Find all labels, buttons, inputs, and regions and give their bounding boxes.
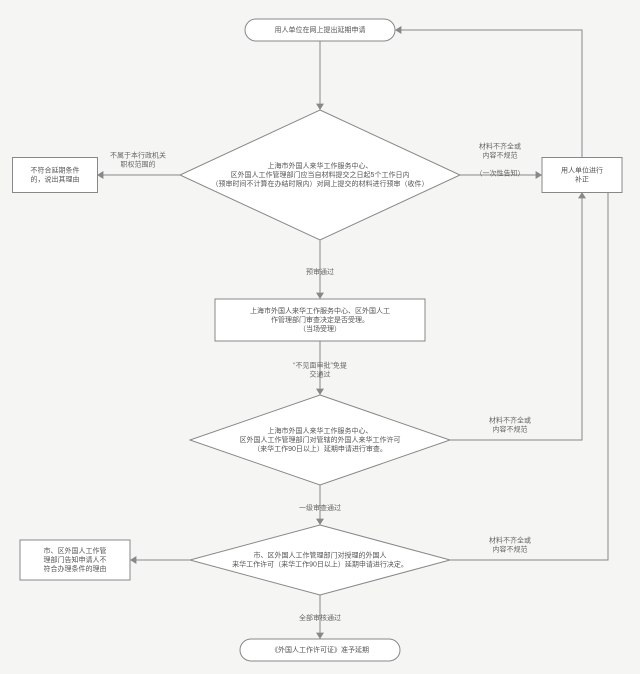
node-text: 补正	[575, 174, 589, 183]
node-text: 用人单位在网上提出延期申请	[275, 25, 366, 34]
node-text: 上海市外国人来华工作服务中心、	[268, 426, 373, 435]
node-reject2: 市、区外国人工作管理部门告知申请人不符合办理条件的理由	[20, 540, 130, 580]
edge-label: 内容不规范	[493, 544, 528, 553]
node-text: 理部门告知申请人不	[44, 555, 107, 564]
node-text: 市、区外国人工作管理部门对授理的外国人	[254, 550, 387, 559]
edge-8	[130, 556, 190, 564]
edge-label: 全部审核通过	[299, 613, 341, 622]
edge-label: 预审通过	[306, 267, 334, 276]
node-reject1: 不符合延期条件的，说出其理由	[13, 158, 98, 193]
edge-0	[316, 41, 324, 110]
node-proc1: 上海市外国人来华工作服务中心、区外国人工作管理部门审查决定是否受理。（当场受理）	[215, 299, 425, 341]
edge-9: 材料不齐全或内容不规范	[450, 171, 622, 560]
node-text: 用人单位进行	[561, 165, 603, 174]
edge-label: “不见面审批”免提	[293, 360, 347, 369]
edge-label: 材料不齐全或	[479, 141, 521, 150]
edge-7: 一级审查通过	[299, 485, 341, 525]
flowchart-canvas: 不属于本行政机关职权范围的材料不齐全或内容不规范（一次性告知）预审通过“不见面审…	[0, 0, 640, 674]
edge-label: 交通过	[310, 369, 331, 378]
node-supp: 用人单位进行补正	[542, 158, 622, 193]
node-text: 市、区外国人工作管	[44, 546, 107, 555]
node-text: 区外国人工作管理部门应当自材料提交之日起5个工作日内	[231, 170, 410, 179]
edge-4: 预审通过	[306, 240, 334, 299]
edge-label: 材料不齐全或	[489, 535, 531, 544]
node-text: 的，说出其理由	[31, 174, 80, 183]
edge-2: 材料不齐全或内容不规范 （一次性告知）	[460, 141, 542, 179]
edge-6: 材料不齐全或内容不规范	[450, 192, 586, 440]
node-text: 《外国人工作许可证》准予延期	[271, 645, 369, 654]
edge-label: 职权范围的	[121, 159, 156, 168]
edge-label: 材料不齐全或	[489, 415, 531, 424]
edge-label: 不属于本行政机关	[110, 150, 166, 159]
node-text: （来华工作90日以上）延期申请进行审查。	[253, 444, 387, 453]
node-text: 作管理部门审查决定是否受理。	[271, 315, 369, 324]
node-text: （当场受理）	[299, 324, 341, 333]
node-start: 用人单位在网上提出延期申请	[245, 19, 395, 41]
edge-label: 一级审查通过	[299, 503, 341, 512]
edge-label: 内容不规范	[493, 424, 528, 433]
node-text: 不符合延期条件	[31, 165, 80, 174]
edge-3	[395, 26, 582, 157]
node-dec3: 市、区外国人工作管理部门对授理的外国人来华工作许可（来华工作90日以上）延期申请…	[190, 525, 450, 595]
edge-label: 内容不规范	[483, 150, 518, 159]
node-dec2: 上海市外国人来华工作服务中心、区外国人工作管理部门对管辖的外国人来华工作许可（来…	[190, 395, 450, 485]
node-text: 上海市外国人来华工作服务中心、区外国人工	[250, 306, 390, 315]
edge-5: “不见面审批”免提交通过	[293, 341, 347, 395]
node-text: 上海市外国人来华工作服务中心、	[268, 161, 373, 170]
node-text: （预审时间不计算在办结时限内）对网上提交的材料进行预审（收件）	[212, 179, 429, 188]
node-dec1: 上海市外国人来华工作服务中心、区外国人工作管理部门应当自材料提交之日起5个工作日…	[180, 110, 460, 240]
node-text: 区外国人工作管理部门对管辖的外国人来华工作许可	[240, 435, 401, 444]
node-text: 符合办理条件的理由	[44, 564, 107, 573]
edge-1: 不属于本行政机关职权范围的	[97, 150, 180, 179]
node-text: 来华工作许可（来华工作90日以上）延期申请进行决定。	[232, 559, 408, 568]
edge-label: （一次性告知）	[476, 168, 525, 177]
node-end: 《外国人工作许可证》准予延期	[240, 639, 400, 661]
edge-10: 全部审核通过	[299, 595, 341, 639]
